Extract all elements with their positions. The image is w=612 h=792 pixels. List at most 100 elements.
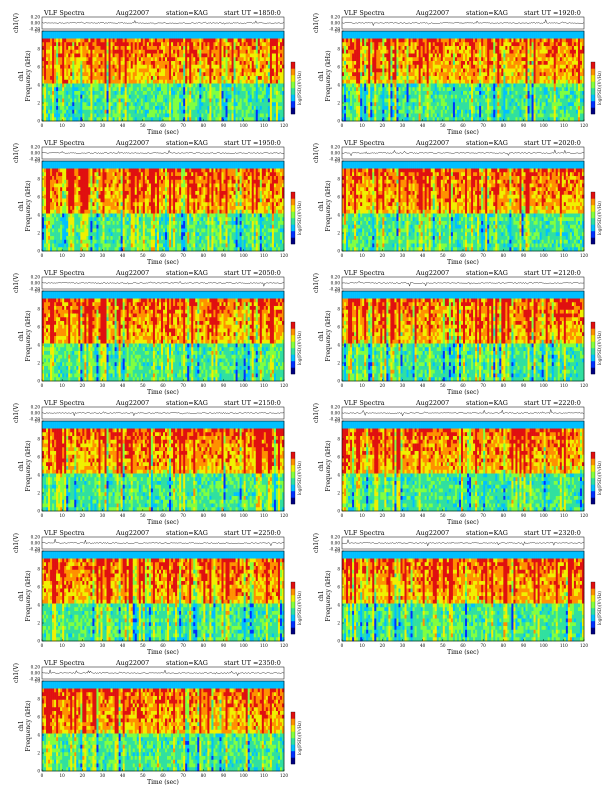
title-date: Aug22007 xyxy=(115,659,149,667)
waveform-tick-label: -0.20 xyxy=(29,546,40,551)
x-tick-label: 90 xyxy=(521,383,527,388)
x-tick-label: 10 xyxy=(359,383,365,388)
title-start: start UT =2120:0 xyxy=(524,269,581,277)
spectrogram-panel: VLF Spectra Aug22007 station=KAG start UT =… xyxy=(306,9,606,138)
colorbar xyxy=(590,61,596,115)
waveform-ylabel: ch1(V) xyxy=(313,143,320,163)
y-tick-label: 6 xyxy=(37,325,40,330)
x-tick-label: 70 xyxy=(180,643,186,648)
x-tick-label: 30 xyxy=(100,123,106,128)
y-tick-label: 10 xyxy=(335,549,341,554)
x-tick-label: 120 xyxy=(580,643,588,648)
x-axis-label: Time (sec) xyxy=(447,259,479,266)
x-tick-label: 40 xyxy=(420,123,426,128)
y-tick-label: 6 xyxy=(37,195,40,200)
spectrogram-image xyxy=(342,551,585,642)
x-tick-label: 70 xyxy=(480,253,486,258)
y-tick-label: 10 xyxy=(335,29,341,34)
x-tick-label: 110 xyxy=(560,383,568,388)
waveform-tick-label: 0.20 xyxy=(31,404,41,409)
x-tick-label: 90 xyxy=(521,513,527,518)
y-tick-label: 0 xyxy=(337,379,340,384)
x-tick-label: 90 xyxy=(221,253,227,258)
channel-label: ch1 xyxy=(18,70,25,81)
title-start: start UT =2220:0 xyxy=(524,399,581,407)
y-tick-label: 0 xyxy=(337,119,340,124)
waveform-ylabel: ch1(V) xyxy=(13,13,20,33)
waveform-tick-label: 0.20 xyxy=(31,664,41,669)
y-tick-label: 6 xyxy=(337,455,340,460)
x-tick-label: 120 xyxy=(280,513,288,518)
y-tick-label: 10 xyxy=(35,419,41,424)
colorbar xyxy=(290,581,296,635)
title-start: start UT =2050:0 xyxy=(224,269,281,277)
x-tick-label: 110 xyxy=(260,513,268,518)
title-station: station=KAG xyxy=(166,529,208,537)
waveform-tick-label: -0.20 xyxy=(29,156,40,161)
x-tick-label: 120 xyxy=(580,383,588,388)
y-tick-label: 6 xyxy=(37,65,40,70)
colorbar xyxy=(290,451,296,505)
spectrogram-panel: VLF Spectra Aug22007 station=KAG start UT =… xyxy=(306,139,606,268)
x-tick-label: 80 xyxy=(501,253,507,258)
colorbar xyxy=(590,191,596,245)
x-tick-label: 100 xyxy=(240,383,248,388)
x-tick-label: 70 xyxy=(480,123,486,128)
y-axis-label: Frequency (kHz) xyxy=(325,180,332,231)
x-tick-label: 10 xyxy=(59,773,65,778)
spectrogram-image xyxy=(342,31,585,122)
x-tick-label: 100 xyxy=(540,513,548,518)
y-tick-label: 2 xyxy=(37,101,40,106)
title-date: Aug22007 xyxy=(115,529,149,537)
y-tick-label: 6 xyxy=(337,195,340,200)
x-tick-label: 120 xyxy=(580,513,588,518)
y-axis-label: Frequency (kHz) xyxy=(25,440,32,491)
y-tick-label: 4 xyxy=(337,473,340,478)
colorbar-label: log(PSD)(V²/Hz) xyxy=(297,721,302,755)
spectrogram-panel: VLF Spectra Aug22007 station=KAG start UT =… xyxy=(6,9,306,138)
x-axis-label: Time (sec) xyxy=(147,259,179,266)
waveform-tick-label: -0.20 xyxy=(329,26,340,31)
x-tick-label: 90 xyxy=(521,253,527,258)
x-tick-label: 20 xyxy=(80,643,86,648)
waveform-tick-label: -0.20 xyxy=(329,416,340,421)
x-tick-label: 40 xyxy=(120,773,126,778)
channel-label: ch1 xyxy=(318,200,325,211)
panel-svg: VLF Spectra Aug22007 station=KAG start UT =… xyxy=(313,399,602,526)
waveform-line xyxy=(341,408,585,417)
title-station: station=KAG xyxy=(466,529,508,537)
waveform-ylabel: ch1(V) xyxy=(313,403,320,423)
channel-label: ch1 xyxy=(18,460,25,471)
y-tick-label: 2 xyxy=(37,361,40,366)
y-tick-label: 8 xyxy=(37,47,40,52)
x-tick-label: 10 xyxy=(59,513,65,518)
panel-svg: VLF Spectra Aug22007 station=KAG start UT =… xyxy=(13,9,302,136)
x-tick-label: 40 xyxy=(120,513,126,518)
y-tick-label: 8 xyxy=(37,307,40,312)
x-tick-label: 10 xyxy=(359,513,365,518)
title-station: station=KAG xyxy=(466,269,508,277)
waveform-frame xyxy=(41,146,285,160)
x-tick-label: 60 xyxy=(160,253,166,258)
spectrogram-panel: VLF Spectra Aug22007 station=KAG start UT =… xyxy=(6,399,306,528)
x-tick-label: 20 xyxy=(380,253,386,258)
x-tick-label: 90 xyxy=(221,123,227,128)
panel-svg: VLF Spectra Aug22007 station=KAG start UT =… xyxy=(13,659,302,786)
x-tick-label: 110 xyxy=(260,253,268,258)
x-tick-label: 90 xyxy=(521,643,527,648)
x-tick-label: 40 xyxy=(420,513,426,518)
x-tick-label: 80 xyxy=(201,123,207,128)
x-tick-label: 40 xyxy=(420,383,426,388)
waveform-line xyxy=(41,19,285,25)
channel-label: ch1 xyxy=(318,330,325,341)
colorbar-label: log(PSD)(V²/Hz) xyxy=(597,331,602,365)
title-name: VLF Spectra xyxy=(43,659,85,667)
x-tick-label: 30 xyxy=(100,513,106,518)
x-tick-label: 40 xyxy=(120,643,126,648)
x-tick-label: 0 xyxy=(341,253,344,258)
channel-label: ch1 xyxy=(18,200,25,211)
waveform-ylabel: ch1(V) xyxy=(13,663,20,683)
x-tick-label: 120 xyxy=(280,643,288,648)
y-tick-label: 0 xyxy=(337,639,340,644)
y-tick-label: 2 xyxy=(337,621,340,626)
